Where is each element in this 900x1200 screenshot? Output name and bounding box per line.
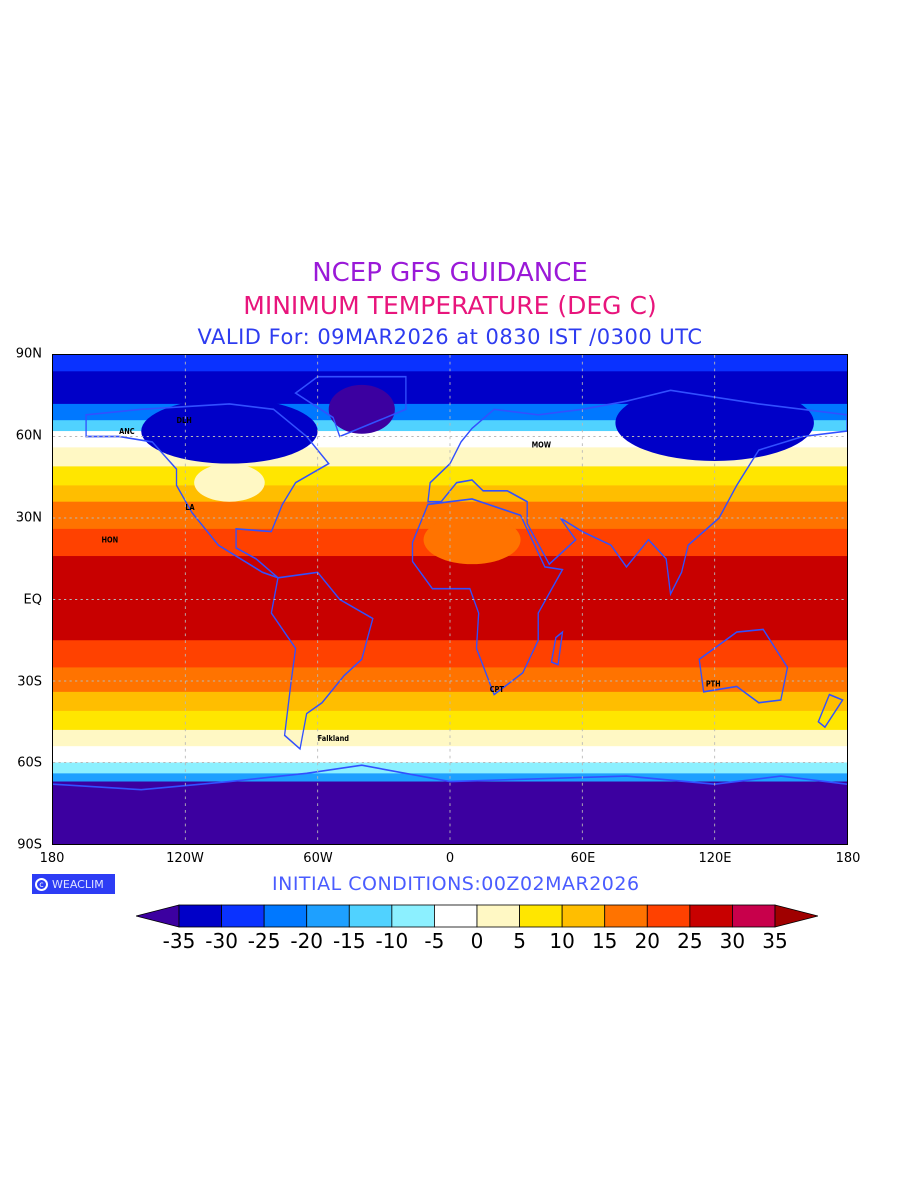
north-america-outline [85, 403, 330, 579]
lat-label: 90S [17, 837, 42, 853]
colorbar-label: 20 [634, 929, 661, 953]
eurasia-outline [427, 389, 847, 597]
station-labels: ANC DLH HON LA Falkland MOW CPT PTH [102, 415, 721, 743]
colorbar-above-arrow [774, 904, 818, 928]
lon-label: 60W [303, 851, 333, 866]
station-label: PTH [706, 679, 721, 689]
colorbar-swatch [263, 904, 308, 928]
greenland-cold-region [328, 384, 395, 434]
temperature-band [53, 420, 847, 432]
colorbar-swatch [519, 904, 563, 928]
colorbar-label: -10 [375, 929, 409, 953]
colorbar-swatch [561, 904, 606, 928]
madagascar-outline [550, 630, 564, 666]
colorbar-swatch [689, 904, 733, 928]
valid-time: VALID For: 09MAR2026 at 0830 IST /0300 U… [197, 325, 703, 349]
copyright-icon: c [35, 877, 48, 891]
station-label: Falkland [318, 733, 349, 743]
lon-label: 120E [698, 851, 732, 866]
colorbar-label: -35 [162, 929, 196, 953]
colorbar-label: 35 [762, 929, 788, 953]
colorbar-swatch [646, 904, 691, 928]
temperature-band [53, 466, 847, 487]
initial-conditions: INITIAL CONDITIONS:00Z02MAR2026 [272, 873, 640, 895]
temperature-band [53, 729, 847, 748]
lat-label: 30S [17, 674, 42, 690]
station-label: HON [102, 535, 119, 545]
colorbar-label: 0 [470, 929, 484, 953]
colorbar-label: 5 [513, 929, 526, 953]
colorbar-label: -15 [332, 929, 366, 953]
lat-label: EQ [23, 592, 42, 608]
station-label: MOW [532, 440, 551, 450]
chart-subtitle: MINIMUM TEMPERATURE (DEG C) [243, 291, 657, 320]
lat-label: 60S [17, 755, 42, 771]
africa-outline [411, 498, 564, 696]
usa-mild-region [194, 463, 265, 502]
lat-label: 90N [15, 346, 42, 362]
colorbar-swatch [434, 904, 478, 928]
colorbar-swatch [178, 904, 222, 928]
colorbar-swatch [476, 904, 520, 928]
lon-label: 0 [445, 851, 455, 866]
temperature-map: ANC DLH HON LA Falkland MOW CPT PTH [52, 354, 848, 845]
colorbar-swatch [604, 904, 648, 928]
colorbar-label: -25 [247, 929, 281, 953]
colorbar-swatch [348, 904, 393, 928]
lon-label: 120W [166, 851, 204, 866]
lon-label: 60E [570, 851, 596, 866]
weaclim-logo: c WEACLIM [32, 874, 115, 894]
colorbar-below-arrow [136, 904, 180, 928]
colorbar-label: 30 [719, 929, 746, 953]
temperature-band [53, 710, 847, 731]
logo-text: WEACLIM [52, 877, 104, 891]
colorbar-swatch [221, 904, 265, 928]
colorbar-label: -20 [290, 929, 324, 953]
lon-label: 180 [835, 851, 861, 866]
chart-title: NCEP GFS GUIDANCE [312, 258, 588, 288]
canada-cold-region [141, 398, 318, 464]
colorbar [136, 904, 818, 928]
lon-label: 180 [39, 851, 65, 866]
station-label: DLH [177, 415, 192, 425]
colorbar-label: 10 [549, 929, 575, 953]
colorbar-swatch [306, 904, 350, 928]
lat-label: 60N [15, 428, 42, 444]
lat-label: 30N [15, 510, 42, 526]
gridlines [53, 355, 847, 844]
colorbar-label: -30 [205, 929, 238, 953]
station-label: ANC [119, 426, 134, 436]
colorbar-label: 25 [677, 929, 703, 953]
colorbar-label: 15 [591, 929, 618, 953]
sahara-warm-region [423, 515, 521, 565]
new-zealand-outline [817, 693, 844, 729]
colorbar-label: -5 [424, 929, 445, 953]
temperature-band [53, 762, 847, 775]
station-label: CPT [490, 684, 505, 694]
colorbar-swatch [391, 904, 435, 928]
station-label: LA [185, 502, 195, 512]
south-america-outline [270, 571, 374, 751]
colorbar-swatch [732, 904, 776, 928]
antarctica-outline [53, 764, 847, 791]
temperature-band [53, 746, 847, 764]
